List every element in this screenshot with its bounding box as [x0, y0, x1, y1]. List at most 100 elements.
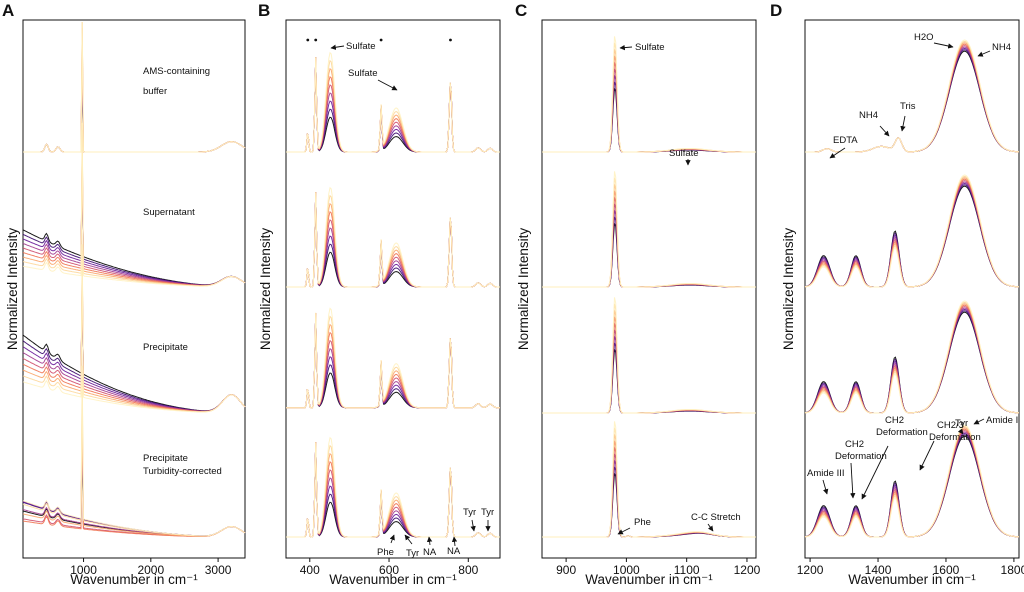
x-tick-label: 1200	[797, 563, 824, 577]
spectrum-trace	[23, 46, 246, 153]
spectrum-trace	[22, 283, 246, 412]
spectrum-trace	[804, 430, 1020, 538]
peak-marker	[379, 38, 383, 42]
spectrum-trace	[542, 55, 756, 153]
spectrum-trace	[804, 178, 1020, 288]
panel-b-label-sulfate-2: Sulfate	[348, 68, 378, 79]
panel-d-label-edta: EDTA	[833, 135, 858, 146]
spectrum-trace	[22, 244, 246, 413]
spectrum-trace	[542, 171, 756, 288]
panel-d-label-ch2-2a: CH2	[885, 415, 904, 426]
spectrum-trace	[542, 36, 756, 153]
spectrum-trace	[804, 308, 1019, 414]
panel-b-label-tyr-3: Tyr	[481, 507, 494, 518]
spectrum-trace	[804, 307, 1019, 414]
spectrum-trace	[542, 349, 756, 414]
spectrum-trace	[22, 365, 246, 537]
panel-a-label-precipitate: Precipitate	[143, 342, 188, 353]
panel-c-label-sulfate-2: Sulfate	[669, 148, 699, 159]
spectrum-trace	[22, 423, 246, 537]
spectrum-trace	[542, 177, 756, 288]
spectrum-trace	[286, 307, 500, 409]
panel-d-label-nh4-2: NH4	[859, 110, 878, 121]
spectrum-trace	[804, 425, 1020, 538]
spectrum-trace	[22, 297, 246, 412]
spectrum-trace	[804, 428, 1020, 538]
spectrum-trace	[542, 323, 756, 414]
spectrum-trace	[542, 184, 756, 288]
spectrum-trace	[23, 56, 246, 153]
panel-b-label-na-2: NA	[447, 546, 461, 557]
panel-d-xlabel: Wavenumber in cm⁻¹	[848, 572, 976, 587]
spectrum-trace	[286, 51, 500, 153]
x-tick-label: 1000	[70, 563, 97, 577]
spectrum-trace	[542, 203, 756, 288]
panel-a-xlabel: Wavenumber in cm⁻¹	[70, 572, 198, 587]
spectrum-trace	[23, 21, 246, 153]
spectrum-trace	[542, 68, 756, 153]
spectrum-trace	[804, 174, 1020, 288]
spectrum-trace	[804, 303, 1020, 414]
panel-b-ylabel: Normalized Intensity	[258, 228, 273, 351]
panel-a-traces	[22, 21, 246, 537]
x-tick-label: 1600	[933, 563, 960, 577]
spectrum-trace	[542, 310, 756, 414]
panel-c-label-phe: Phe	[634, 517, 651, 528]
panel-letter-c: C	[515, 1, 527, 20]
spectrum-trace	[542, 297, 756, 414]
x-tick-label: 1800	[1001, 563, 1024, 577]
spectrum-trace	[22, 270, 246, 412]
spectrum-trace	[542, 342, 756, 414]
panel-a-label-corrected-1: Precipitate	[143, 453, 188, 464]
panel-a-ticks: 1000 2000 3000	[70, 558, 232, 577]
x-tick-label: 800	[458, 563, 478, 577]
peak-marker	[306, 38, 310, 42]
spectrum-trace	[22, 417, 246, 537]
spectrum-trace	[23, 27, 246, 153]
spectrum-trace	[804, 180, 1020, 288]
panel-b-label-tyr-1: Tyr	[406, 548, 419, 559]
panel-c: 900 1000 1100 1200 Wavenumber in cm⁻¹ Norma…	[516, 19, 761, 587]
spectrum-trace	[23, 21, 246, 153]
spectrum-trace	[542, 197, 756, 288]
panel-b-annotations	[330, 44, 491, 547]
panel-letter-d: D	[770, 1, 782, 20]
spectrum-trace	[542, 62, 756, 153]
panel-d-frame	[804, 19, 1020, 559]
spectrum-trace	[542, 190, 756, 288]
spectrum-trace	[804, 310, 1019, 414]
x-tick-label: 3000	[205, 563, 232, 577]
panel-b-ticks: 400 600 800	[300, 38, 479, 577]
spectrum-trace	[22, 122, 246, 287]
spectrum-trace	[542, 223, 756, 288]
panel-c-xlabel: Wavenumber in cm⁻¹	[585, 572, 713, 587]
panel-letter-b: B	[258, 1, 270, 20]
panel-b-label-phe: Phe	[377, 547, 394, 558]
spectrum-trace	[804, 300, 1020, 414]
spectrum-trace	[23, 65, 246, 153]
x-tick-label: 900	[556, 563, 576, 577]
panel-d-label-ch2-1b: Deformation	[835, 451, 887, 462]
panel-c-frame	[541, 19, 757, 559]
spectrum-trace	[23, 37, 246, 153]
spectrum-trace	[804, 427, 1020, 538]
spectrum-trace	[804, 432, 1019, 538]
x-tick-label: 600	[379, 563, 399, 577]
spectrum-trace	[23, 21, 246, 153]
panel-b-frame	[285, 19, 501, 559]
panel-d-label-tyr: Tyr	[955, 418, 968, 429]
panel-d-label-nh4-1: NH4	[992, 42, 1011, 53]
spectrum-trace	[804, 424, 1020, 538]
spectrum-trace	[22, 158, 246, 286]
spectrum-trace	[542, 210, 756, 288]
panel-d-label-amide-iii: Amide III	[807, 468, 845, 479]
panel-b-label-tyr-2: Tyr	[463, 507, 476, 518]
spectrum-trace	[804, 306, 1020, 414]
panel-d-traces	[804, 39, 1020, 538]
panel-b-label-na-1: NA	[423, 547, 437, 558]
panel-c-ticks: 900 1000 1100 1200	[556, 558, 761, 577]
panel-b-label-sulfate-1: Sulfate	[346, 41, 376, 52]
spectrum-trace	[22, 264, 246, 412]
spectrum-trace	[542, 316, 756, 414]
